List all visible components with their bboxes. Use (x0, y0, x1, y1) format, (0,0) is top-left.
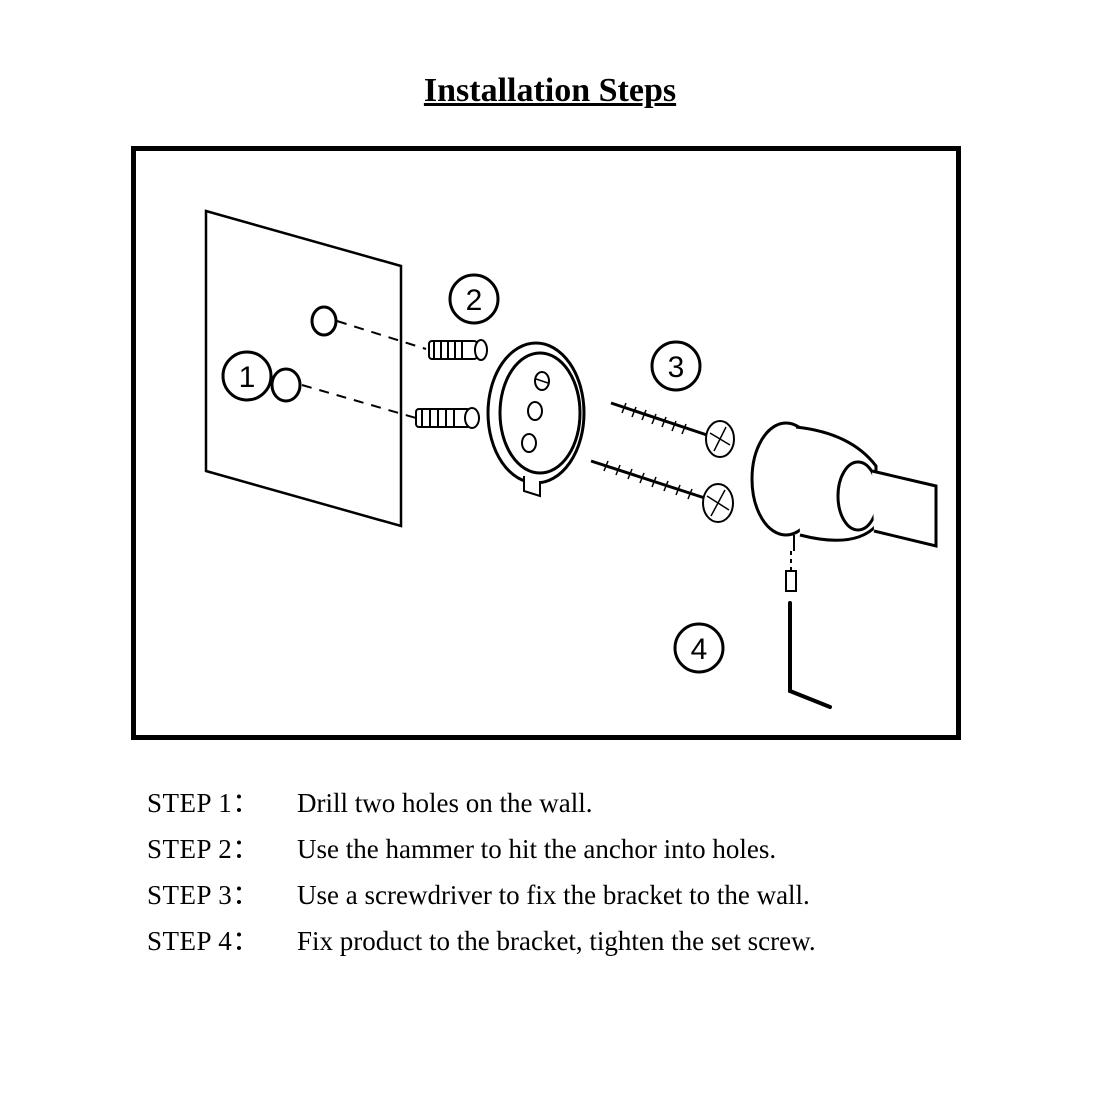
bracket-disc-icon (488, 343, 584, 496)
step-text: Drill two holes on the wall. (297, 790, 592, 817)
screw-top-icon (611, 403, 734, 457)
callout-1-icon: 1 (223, 352, 271, 400)
callout-4-icon: 4 (675, 624, 723, 672)
step-label: STEP 4： (147, 928, 297, 955)
set-screw-icon (786, 551, 796, 591)
step-text: Fix product to the bracket, tighten the … (297, 928, 816, 955)
installation-diagram: 1 2 3 4 (131, 146, 961, 740)
callout-4-label: 4 (691, 633, 708, 666)
callout-2-label: 2 (466, 284, 483, 317)
hex-key-icon (790, 603, 830, 707)
diagram-svg: 1 2 3 4 (136, 151, 956, 735)
step-text: Use the hammer to hit the anchor into ho… (297, 836, 776, 863)
page-title: Installation Steps (0, 72, 1100, 110)
callout-1-label: 1 (239, 361, 256, 394)
step-row: STEP 1： Drill two holes on the wall. (147, 790, 967, 817)
callout-2-icon: 2 (450, 275, 498, 323)
step-text: Use a screwdriver to fix the bracket to … (297, 882, 810, 909)
anchor-bottom-icon (416, 408, 479, 428)
step-label: STEP 3： (147, 882, 297, 909)
step-row: STEP 4： Fix product to the bracket, tigh… (147, 928, 967, 955)
page: Installation Steps (0, 0, 1100, 1100)
callout-3-label: 3 (668, 351, 685, 384)
step-row: STEP 2： Use the hammer to hit the anchor… (147, 836, 967, 863)
step-row: STEP 3： Use a screwdriver to fix the bra… (147, 882, 967, 909)
step-label: STEP 1： (147, 790, 297, 817)
step-label: STEP 2： (147, 836, 297, 863)
anchor-top-icon (429, 340, 487, 360)
steps-list: STEP 1： Drill two holes on the wall. STE… (147, 790, 967, 974)
product-cap-icon (752, 423, 936, 551)
callout-3-icon: 3 (652, 342, 700, 390)
screw-bottom-icon (591, 461, 733, 522)
